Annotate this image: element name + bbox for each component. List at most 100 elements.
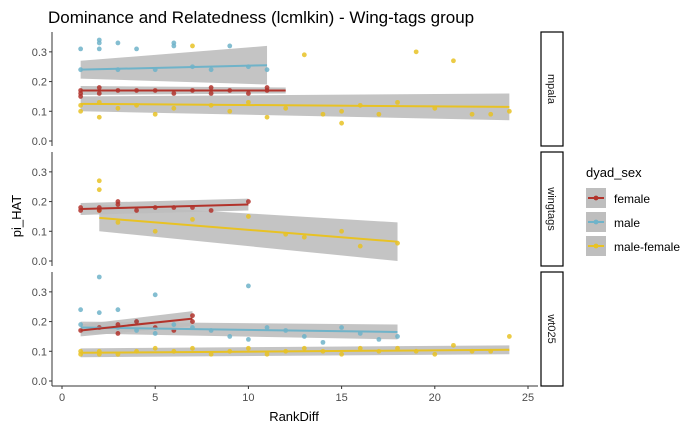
data-point-male-female: [246, 99, 251, 105]
data-point-female: [78, 91, 84, 96]
ci-ribbon-male: [80, 45, 268, 85]
y-tick-label: 0.2: [32, 77, 47, 89]
data-point-male-female: [115, 219, 121, 225]
x-tick-label: 10: [242, 392, 254, 404]
facet-panels: 0.0 0.1 0.2 0.3 mpala 0.00.10.20.3wingtags0.0…: [32, 31, 564, 388]
data-point-male-female: [152, 345, 158, 351]
data-point-male-female: [190, 43, 195, 49]
data-point-female: [208, 91, 214, 96]
data-point-male: [171, 322, 177, 327]
data-point-male-female: [339, 228, 344, 234]
facet-strip-label: mpala: [545, 74, 557, 105]
data-point-male-female: [171, 105, 177, 111]
data-point-male-female: [190, 345, 195, 351]
y-tick-label: 0.3: [32, 287, 47, 299]
x-tick-label: 15: [335, 392, 347, 404]
data-point-male-female: [357, 243, 363, 249]
data-point-male: [115, 307, 121, 313]
data-point-male-female: [227, 108, 233, 114]
data-point-female: [208, 85, 214, 90]
data-point-male-female: [152, 228, 158, 234]
data-point-male-female: [339, 351, 344, 357]
data-point-female: [264, 85, 270, 90]
ci-ribbon-male-female: [80, 93, 510, 121]
y-tick-label: 0.1: [32, 346, 47, 358]
data-point-female: [96, 85, 102, 90]
fit-line-male: [80, 64, 268, 71]
data-point-male-female: [264, 351, 270, 357]
data-point-female: [171, 91, 177, 96]
fit-line-male-female: [80, 102, 510, 108]
data-point-male-female: [301, 345, 307, 351]
data-point-male: [264, 67, 270, 73]
data-point-male-female: [451, 58, 456, 64]
legend-key-point: [593, 195, 599, 201]
data-point-male: [376, 337, 382, 342]
data-point-male-female: [506, 334, 512, 339]
data-point-male-female: [96, 187, 102, 193]
data-point-male-female: [208, 351, 214, 357]
facet-panel-wt025: 0.0 0.1 0.2 0.3 wt025: [32, 271, 564, 388]
data-point-male: [134, 46, 139, 52]
data-point-female: [190, 319, 195, 324]
x-axis: 0 5 10 15 20 25: [59, 386, 534, 404]
data-point-male: [246, 283, 251, 289]
data-point-male: [96, 274, 102, 280]
data-point-male: [339, 325, 344, 330]
data-point-male-female: [320, 111, 326, 117]
data-point-male-female: [395, 345, 400, 351]
data-point-female: [208, 208, 214, 213]
data-point-male-female: [115, 105, 121, 111]
facet-panel-mpala: 0.0 0.1 0.2 0.3 mpala: [32, 31, 564, 148]
legend-key-point: [593, 243, 599, 249]
y-tick-label: 0.1: [32, 226, 47, 238]
y-axis-title: pi_HAT: [9, 195, 24, 237]
y-tick-label: 0.2: [32, 317, 47, 329]
data-point-male-female: [283, 105, 289, 111]
data-point-female: [246, 199, 251, 204]
y-tick-label: 0.1: [32, 106, 47, 118]
x-tick-label: 5: [152, 392, 158, 404]
data-point-male-female: [78, 108, 84, 114]
data-point-female: [190, 313, 195, 319]
data-point-male: [96, 310, 102, 316]
data-point-male-female: [376, 111, 382, 117]
data-point-male: [395, 334, 400, 339]
data-point-male: [78, 322, 84, 327]
y-tick-label: 0.3: [32, 47, 47, 59]
data-point-male-female: [246, 214, 251, 219]
x-tick-label: 0: [59, 392, 65, 404]
data-point-female: [115, 202, 121, 207]
legend: dyad_sex female male male-female: [586, 165, 680, 256]
y-tick-label: 0.0: [32, 376, 47, 388]
data-point-male-female: [469, 111, 475, 117]
data-point-female: [96, 91, 102, 96]
facet-panel-wingtags: 0.0 0.1 0.2 0.3 wingtags: [32, 151, 564, 268]
legend-title: dyad_sex: [586, 165, 642, 180]
data-point-male: [152, 292, 158, 298]
data-point-male: [246, 337, 251, 342]
data-point-male-female: [357, 345, 363, 351]
data-point-male: [301, 334, 307, 339]
facet-strip: [540, 31, 564, 147]
facet-strip-label: wt025: [545, 313, 557, 343]
data-point-male-female: [339, 120, 344, 126]
fit-line-female: [80, 203, 249, 210]
data-point-male: [227, 334, 233, 339]
data-point-male-female: [301, 52, 307, 58]
fit-line-male-female: [80, 348, 510, 354]
data-point-male-female: [190, 217, 195, 222]
facet-strip: [540, 271, 564, 387]
data-point-male: [171, 43, 177, 49]
y-tick-label: 0.3: [32, 167, 47, 179]
data-point-male: [208, 67, 214, 73]
x-tick-label: 25: [522, 392, 534, 404]
data-point-female: [115, 331, 121, 336]
fit-line-male: [80, 326, 398, 333]
data-point-male-female: [506, 108, 512, 114]
x-tick-label: 20: [429, 392, 441, 404]
data-point-male-female: [413, 49, 419, 55]
data-point-male-female: [488, 111, 494, 117]
data-point-male: [78, 46, 84, 52]
